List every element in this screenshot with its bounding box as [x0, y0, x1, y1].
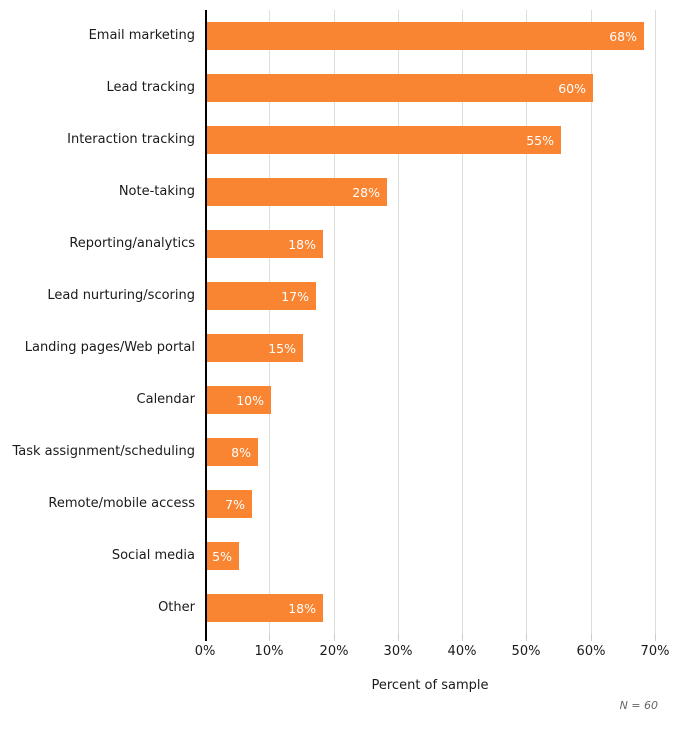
- x-tick-mark: [526, 634, 527, 641]
- bar-value-label: 8%: [231, 444, 251, 460]
- category-label: Lead nurturing/scoring: [47, 288, 195, 303]
- bar: 18%: [207, 230, 323, 258]
- x-tick-mark: [334, 634, 335, 641]
- x-tick-mark: [269, 634, 270, 641]
- x-tick-label: 40%: [447, 644, 477, 659]
- x-tick-label: 0%: [194, 644, 216, 659]
- category-label: Social media: [111, 548, 195, 563]
- x-tick-label: 20%: [319, 644, 349, 659]
- category-label: Landing pages/Web portal: [24, 340, 195, 355]
- bar-value-label: 68%: [609, 28, 637, 44]
- bar: 8%: [207, 438, 258, 466]
- x-tick-mark: [655, 634, 656, 641]
- x-tick-label: 60%: [576, 644, 606, 659]
- bar-value-label: 15%: [268, 340, 296, 356]
- bar: 18%: [207, 594, 323, 622]
- category-label: Calendar: [136, 392, 195, 407]
- gridline: [269, 10, 270, 634]
- x-tick-mark: [462, 634, 463, 641]
- x-tick-label: 10%: [254, 644, 284, 659]
- bar: 55%: [207, 126, 561, 154]
- x-axis-title: Percent of sample: [371, 678, 489, 693]
- gridline: [462, 10, 463, 634]
- gridline: [398, 10, 399, 634]
- x-tick-label: 50%: [511, 644, 541, 659]
- bar: 7%: [207, 490, 252, 518]
- bar: 5%: [207, 542, 239, 570]
- category-label: Note-taking: [118, 184, 195, 199]
- bar-value-label: 17%: [281, 288, 309, 304]
- category-label: Lead tracking: [106, 80, 195, 95]
- bar: 28%: [207, 178, 387, 206]
- bar: 10%: [207, 386, 271, 414]
- category-label: Email marketing: [88, 28, 195, 43]
- gridline: [526, 10, 527, 634]
- bar-value-label: 55%: [526, 132, 554, 148]
- y-axis-line: [205, 10, 207, 641]
- bar: 17%: [207, 282, 316, 310]
- bar-value-label: 5%: [212, 548, 232, 564]
- bar-value-label: 18%: [288, 600, 316, 616]
- bar: 68%: [207, 22, 644, 50]
- bar: 15%: [207, 334, 303, 362]
- gridline: [591, 10, 592, 634]
- gridline: [334, 10, 335, 634]
- category-label: Remote/mobile access: [48, 496, 195, 511]
- x-tick-mark: [398, 634, 399, 641]
- x-tick-label: 30%: [383, 644, 413, 659]
- bar-value-label: 7%: [225, 496, 245, 512]
- category-label: Interaction tracking: [67, 132, 195, 147]
- category-label: Task assignment/scheduling: [12, 444, 195, 459]
- x-tick-mark: [591, 634, 592, 641]
- bar-value-label: 60%: [558, 80, 586, 96]
- sample-size-note: N = 60: [619, 699, 658, 712]
- gridline: [655, 10, 656, 634]
- bar-value-label: 18%: [288, 236, 316, 252]
- x-tick-label: 70%: [640, 644, 670, 659]
- bar-value-label: 28%: [352, 184, 380, 200]
- category-label: Other: [158, 600, 195, 615]
- bar: 60%: [207, 74, 593, 102]
- bar-value-label: 10%: [236, 392, 264, 408]
- category-label: Reporting/analytics: [69, 236, 195, 251]
